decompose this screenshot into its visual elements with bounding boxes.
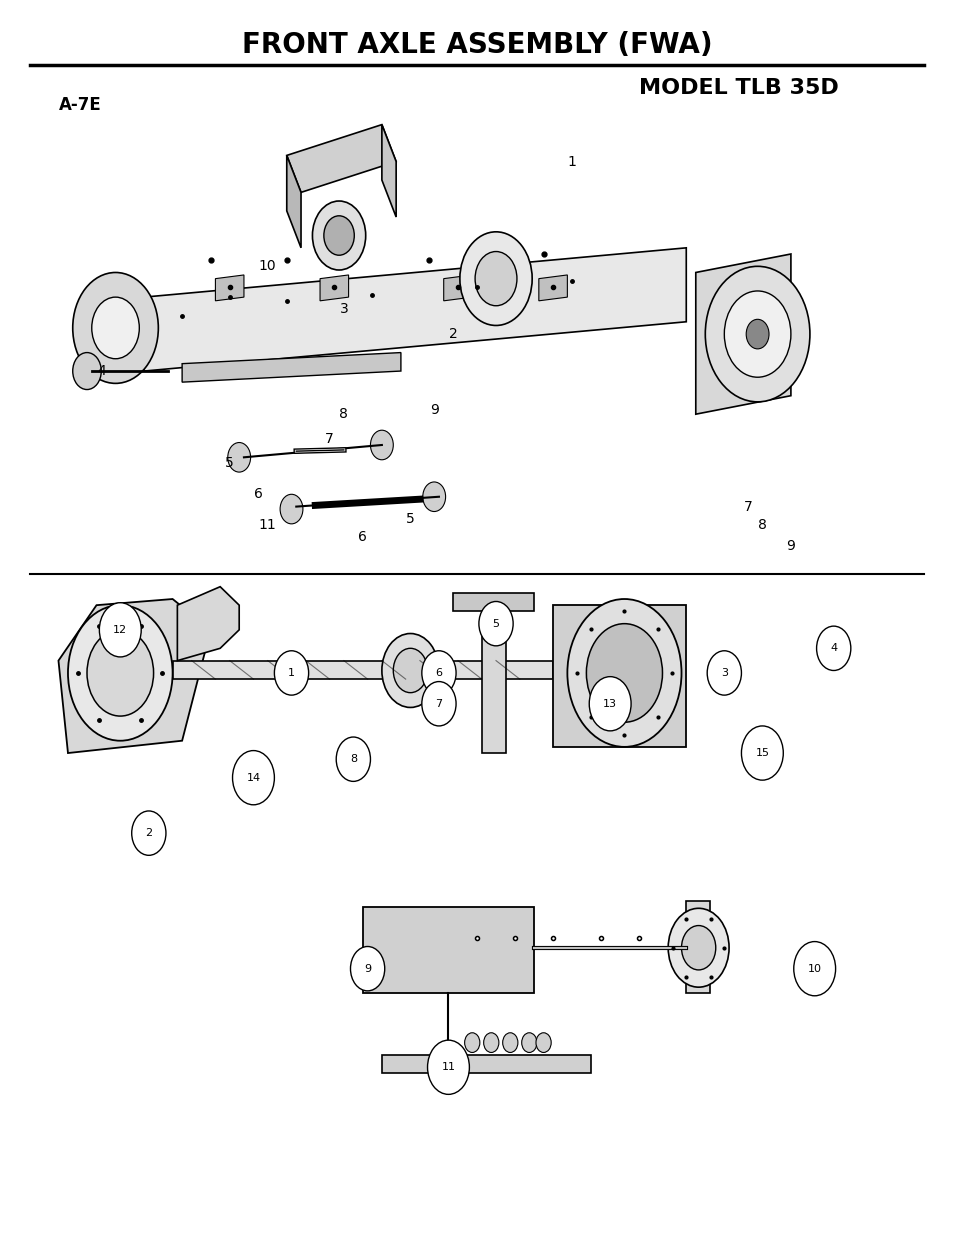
Text: 8: 8 bbox=[350, 755, 356, 764]
Polygon shape bbox=[538, 275, 567, 301]
Circle shape bbox=[459, 232, 532, 326]
Circle shape bbox=[381, 634, 438, 708]
Circle shape bbox=[706, 651, 740, 695]
Circle shape bbox=[370, 430, 393, 459]
Circle shape bbox=[274, 651, 309, 695]
Text: 14: 14 bbox=[246, 773, 260, 783]
Text: 8: 8 bbox=[757, 519, 766, 532]
Text: FRONT AXLE ASSEMBLY (FWA): FRONT AXLE ASSEMBLY (FWA) bbox=[241, 31, 712, 58]
Text: MODEL TLB 35D: MODEL TLB 35D bbox=[639, 78, 838, 98]
Circle shape bbox=[132, 811, 166, 856]
Circle shape bbox=[680, 925, 715, 969]
Text: 11: 11 bbox=[258, 519, 276, 532]
Text: 7: 7 bbox=[743, 500, 752, 514]
Polygon shape bbox=[144, 248, 685, 370]
Text: 2: 2 bbox=[448, 327, 457, 341]
Polygon shape bbox=[182, 352, 400, 382]
Polygon shape bbox=[381, 125, 395, 217]
Circle shape bbox=[91, 298, 139, 358]
Polygon shape bbox=[287, 125, 395, 193]
Text: 6: 6 bbox=[435, 668, 442, 678]
Polygon shape bbox=[58, 599, 211, 753]
Circle shape bbox=[667, 908, 728, 987]
Circle shape bbox=[280, 494, 303, 524]
Text: 15: 15 bbox=[755, 748, 768, 758]
Circle shape bbox=[233, 751, 274, 805]
Text: 4: 4 bbox=[97, 364, 106, 378]
Text: 9: 9 bbox=[364, 963, 371, 973]
Circle shape bbox=[99, 603, 141, 657]
Circle shape bbox=[475, 252, 517, 306]
Circle shape bbox=[478, 601, 513, 646]
Polygon shape bbox=[362, 906, 534, 993]
Text: 5: 5 bbox=[406, 513, 415, 526]
Circle shape bbox=[228, 442, 251, 472]
Text: 2: 2 bbox=[145, 829, 152, 839]
Circle shape bbox=[422, 482, 445, 511]
Text: 7: 7 bbox=[325, 432, 334, 446]
Circle shape bbox=[427, 1040, 469, 1094]
Circle shape bbox=[393, 648, 427, 693]
Polygon shape bbox=[172, 661, 553, 679]
Polygon shape bbox=[215, 275, 244, 301]
Text: 1: 1 bbox=[567, 154, 576, 169]
Polygon shape bbox=[287, 156, 301, 248]
Text: 4: 4 bbox=[829, 643, 837, 653]
Text: 11: 11 bbox=[441, 1062, 455, 1072]
Text: 13: 13 bbox=[602, 699, 617, 709]
Circle shape bbox=[323, 216, 354, 256]
Text: 6: 6 bbox=[253, 488, 262, 501]
Polygon shape bbox=[685, 900, 709, 993]
Polygon shape bbox=[553, 605, 685, 747]
Circle shape bbox=[502, 1032, 517, 1052]
Circle shape bbox=[72, 273, 158, 383]
Polygon shape bbox=[481, 605, 505, 753]
Circle shape bbox=[536, 1032, 551, 1052]
Polygon shape bbox=[443, 275, 472, 301]
Circle shape bbox=[745, 320, 768, 348]
Polygon shape bbox=[319, 275, 348, 301]
Circle shape bbox=[740, 726, 782, 781]
Text: 3: 3 bbox=[339, 303, 348, 316]
Circle shape bbox=[567, 599, 680, 747]
Circle shape bbox=[87, 630, 153, 716]
Circle shape bbox=[589, 677, 631, 731]
Circle shape bbox=[350, 946, 384, 990]
Polygon shape bbox=[381, 1055, 591, 1073]
Circle shape bbox=[816, 626, 850, 671]
Circle shape bbox=[335, 737, 370, 782]
Circle shape bbox=[704, 267, 809, 401]
Text: 10: 10 bbox=[807, 963, 821, 973]
Text: A-7E: A-7E bbox=[58, 96, 101, 114]
Text: 7: 7 bbox=[435, 699, 442, 709]
Circle shape bbox=[464, 1032, 479, 1052]
Text: 8: 8 bbox=[339, 408, 348, 421]
Text: 5: 5 bbox=[225, 457, 233, 471]
Text: 9: 9 bbox=[785, 538, 795, 553]
Text: 12: 12 bbox=[113, 625, 127, 635]
Circle shape bbox=[586, 624, 661, 722]
Circle shape bbox=[68, 605, 172, 741]
Circle shape bbox=[421, 682, 456, 726]
Text: 9: 9 bbox=[429, 404, 438, 417]
Circle shape bbox=[421, 651, 456, 695]
Circle shape bbox=[313, 201, 365, 270]
Text: 3: 3 bbox=[720, 668, 727, 678]
Circle shape bbox=[483, 1032, 498, 1052]
Polygon shape bbox=[177, 587, 239, 661]
Circle shape bbox=[72, 352, 101, 389]
Circle shape bbox=[793, 941, 835, 995]
Polygon shape bbox=[453, 593, 534, 611]
Text: 6: 6 bbox=[358, 530, 367, 545]
Circle shape bbox=[521, 1032, 537, 1052]
Polygon shape bbox=[695, 254, 790, 414]
Text: 5: 5 bbox=[492, 619, 499, 629]
Circle shape bbox=[723, 291, 790, 377]
Text: 10: 10 bbox=[258, 259, 276, 273]
Text: 1: 1 bbox=[288, 668, 294, 678]
